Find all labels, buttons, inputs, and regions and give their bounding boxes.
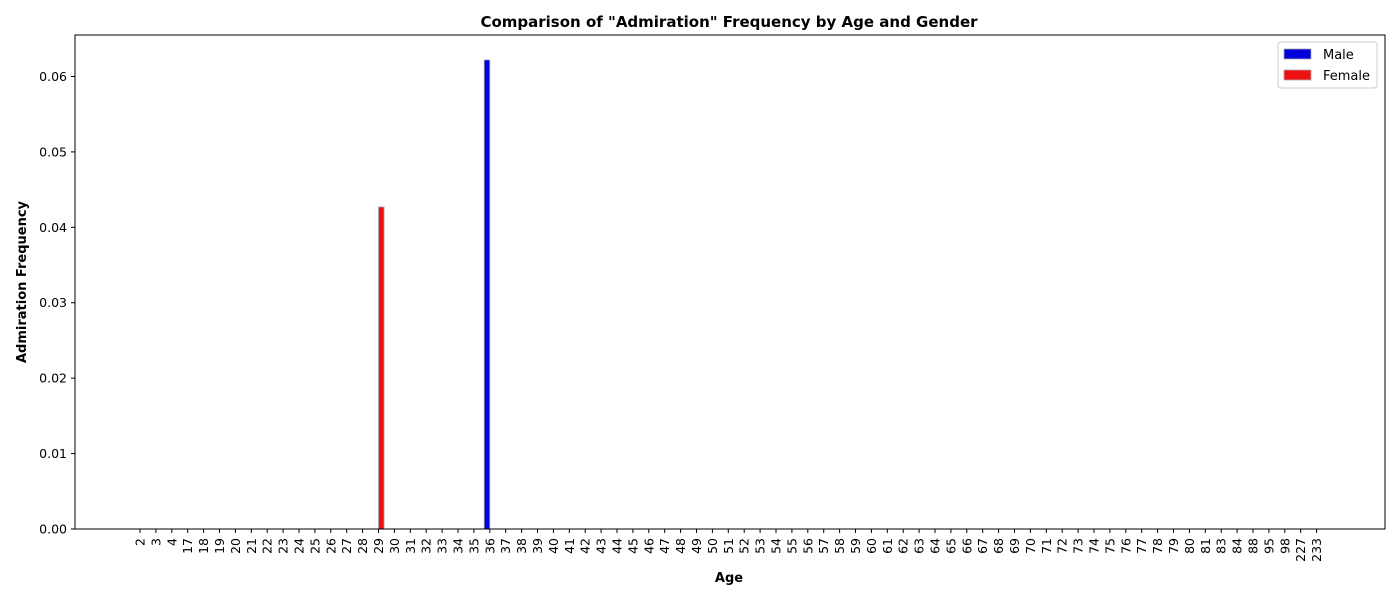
x-tick-label: 98: [1277, 538, 1292, 554]
x-tick-label: 95: [1261, 538, 1276, 554]
x-tick-label: 64: [928, 538, 943, 554]
x-tick-label: 36: [482, 538, 497, 554]
x-axis-label: Age: [715, 571, 743, 586]
x-tick-label: 81: [1198, 538, 1213, 554]
legend-swatch-female: [1283, 69, 1312, 81]
x-tick-label: 84: [1230, 538, 1245, 554]
x-tick-label: 54: [769, 538, 784, 554]
x-tick-label: 40: [546, 538, 561, 554]
x-tick-label: 71: [1039, 538, 1054, 554]
y-tick-label: 0.03: [39, 295, 67, 310]
plot-area: 0.000.010.020.030.040.050.062 3 4 17 18 19 20 2…: [39, 34, 1386, 562]
x-tick-label: 37: [498, 538, 513, 554]
x-tick-label: 68: [991, 538, 1006, 554]
x-tick-label: 22: [260, 538, 275, 554]
y-axis-label: Admiration Frequency: [15, 200, 30, 363]
x-tick-label: 44: [610, 538, 625, 554]
x-tick-label: 51: [721, 538, 736, 554]
x-tick-label: 25: [307, 538, 322, 554]
x-tick-label: 32: [419, 538, 434, 554]
x-tick-label: 46: [641, 538, 656, 554]
x-tick-label: 76: [1118, 538, 1133, 554]
x-tick-label: 2: [133, 538, 148, 546]
x-tick-label: 69: [1007, 538, 1022, 554]
x-tick-label: 59: [848, 538, 863, 554]
x-tick-label: 18: [196, 538, 211, 554]
x-tick-label: 65: [943, 538, 958, 554]
x-tick-label: 34: [451, 538, 466, 554]
x-tick-label: 4: [164, 538, 179, 546]
x-tick-label: 70: [1023, 538, 1038, 554]
y-tick-label: 0.02: [39, 371, 67, 386]
x-tick-label: 29: [371, 538, 386, 554]
x-tick-label: 79: [1166, 538, 1181, 554]
x-tick-label: 48: [673, 538, 688, 554]
x-tick-label: 31: [403, 538, 418, 554]
y-tick-label: 0.01: [39, 446, 67, 461]
x-tick-label: 57: [816, 538, 831, 554]
x-tick-label: 41: [562, 538, 577, 554]
bar-female-29: [378, 206, 385, 530]
chart-title: Comparison of "Admiration" Frequency by …: [480, 13, 978, 31]
x-tick-label: 47: [657, 538, 672, 554]
plot-frame: [74, 34, 1386, 530]
y-tick-label: 0.06: [39, 69, 67, 84]
x-tick-label: 52: [737, 538, 752, 554]
x-tick-label: 30: [387, 538, 402, 554]
x-tick-label: 56: [800, 538, 815, 554]
x-tick-label: 78: [1150, 538, 1165, 554]
x-tick-label: 53: [753, 538, 768, 554]
x-tick-label: 27: [339, 538, 354, 554]
x-tick-label: 19: [212, 538, 227, 554]
x-tick-label: 45: [625, 538, 640, 554]
x-tick-label: 24: [292, 538, 307, 554]
x-tick-label: 66: [959, 538, 974, 554]
legend-swatch-male: [1283, 48, 1312, 60]
x-tick-label: 42: [578, 538, 593, 554]
x-tick-label: 55: [784, 538, 799, 554]
x-tick-label: 60: [864, 538, 879, 554]
x-tick-label: 50: [705, 538, 720, 554]
x-tick-label: 43: [594, 538, 609, 554]
x-tick-label: 80: [1182, 538, 1197, 554]
bar-male-36: [483, 59, 491, 530]
x-tick-label: 62: [896, 538, 911, 554]
x-tick-label: 233: [1309, 538, 1324, 562]
x-tick-label: 74: [1087, 538, 1102, 554]
x-tick-label: 75: [1102, 538, 1117, 554]
x-tick-label: 67: [975, 538, 990, 554]
x-tick-label: 88: [1246, 538, 1261, 554]
x-tick-label: 49: [689, 538, 704, 554]
x-tick-label: 20: [228, 538, 243, 554]
x-tick-label: 72: [1055, 538, 1070, 554]
x-tick-label: 77: [1134, 538, 1149, 554]
x-tick-label: 3: [148, 538, 163, 546]
x-tick-label: 227: [1293, 538, 1308, 562]
x-tick-label: 23: [276, 538, 291, 554]
x-tick-label: 26: [323, 538, 338, 554]
y-tick-label: 0.05: [39, 144, 67, 159]
x-tick-label: 28: [355, 538, 370, 554]
x-tick-label: 83: [1214, 538, 1229, 554]
y-tick-label: 0.00: [39, 522, 67, 537]
legend: Male Female: [1277, 41, 1378, 89]
x-tick-label: 33: [435, 538, 450, 554]
x-tick-label: 39: [530, 538, 545, 554]
x-tick-label: 17: [180, 538, 195, 554]
x-tick-label: 63: [912, 538, 927, 554]
y-tick-label: 0.04: [39, 220, 67, 235]
x-tick-label: 73: [1071, 538, 1086, 554]
legend-label-female: Female: [1323, 69, 1370, 84]
legend-label-male: Male: [1323, 48, 1354, 63]
x-tick-label: 58: [832, 538, 847, 554]
x-tick-label: 61: [880, 538, 895, 554]
x-tick-label: 21: [244, 538, 259, 554]
x-tick-label: 38: [514, 538, 529, 554]
x-tick-label: 35: [466, 538, 481, 554]
